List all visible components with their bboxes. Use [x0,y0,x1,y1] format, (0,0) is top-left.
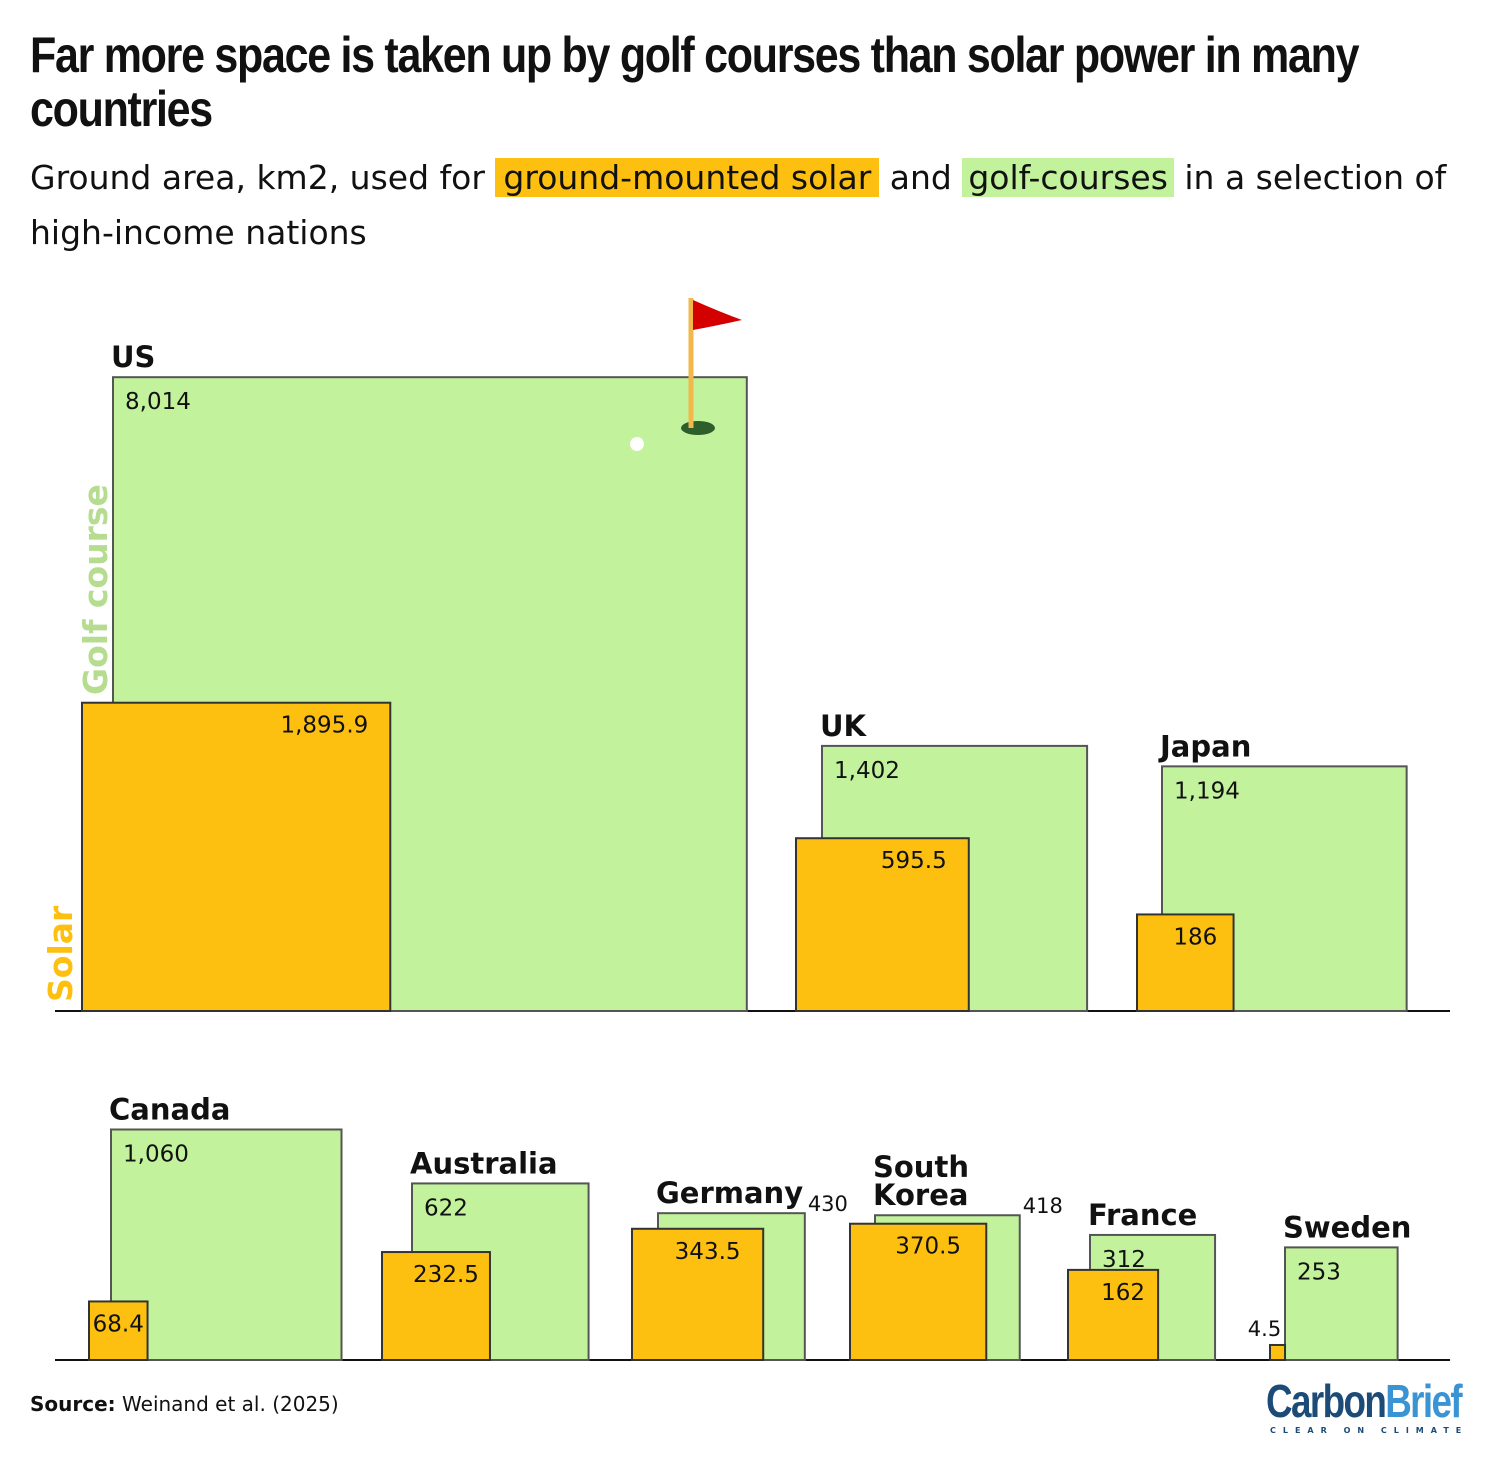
source-label: Source: [30,1392,116,1416]
golf-value-label: 253 [1297,1259,1341,1285]
logo-part2: Brief [1385,1375,1462,1427]
subtitle-text: Ground area, km2, used for [30,158,485,197]
country-label: UK [820,709,868,743]
golf-value-label: 8,014 [125,389,191,415]
chart-subtitle: Ground area, km2, used for ground-mounte… [30,150,1470,260]
solar-square [849,1222,988,1361]
country-label: Australia [410,1146,558,1180]
solar-value-label: 186 [1173,924,1217,950]
logo-part1: Carbon [1266,1375,1387,1427]
golf-value-label: 312 [1102,1247,1146,1273]
solar-value-label: 68.4 [93,1311,144,1337]
country-label: Sweden [1283,1210,1411,1244]
solar-square [795,837,970,1012]
solar-value-label: 4.5 [1248,1317,1281,1341]
carbonbrief-logo: CarbonBrief CLEAR ON CLIMATE [1266,1378,1486,1435]
subtitle-text: in a selection of high-income nations [30,158,1447,252]
solar-axis-label: Solar [41,905,80,1002]
golf-legend-highlight: golf-courses [962,158,1174,197]
subtitle-text: and [889,158,952,197]
country-label: Canada [109,1092,230,1126]
golf-value-label: 622 [424,1195,468,1221]
chart-title: Far more space is taken up by golf cours… [30,27,1359,137]
flag-icon [693,300,742,330]
golf-axis-label: Golf course [76,484,115,695]
solar-value-label: 370.5 [895,1234,961,1260]
solar-value-label: 232.5 [413,1262,479,1288]
source-note: Source: Weinand et al. (2025) [30,1392,339,1416]
solar-square [88,1300,149,1361]
solar-square [81,701,392,1012]
solar-square [1136,913,1235,1012]
golf-square [110,1128,343,1362]
golf-value-label: 430 [808,1192,848,1216]
golf-value-label: 1,402 [834,758,900,784]
solar-square [631,1227,765,1361]
country-label: South [873,1150,969,1184]
solar-square [1067,1268,1160,1362]
country-label: Korea [873,1178,968,1212]
source-text: Weinand et al. (2025) [122,1392,339,1416]
solar-value-label: 1,895.9 [280,713,368,739]
solar-legend-highlight: ground-mounted solar [495,158,880,197]
golf-value-label: 418 [1023,1194,1063,1218]
golf-value-label: 1,194 [1174,778,1240,804]
golf-square [1284,1246,1399,1362]
solar-square [381,1251,491,1362]
country-label: Japan [1158,729,1251,763]
golf-hole-icon [681,421,715,435]
golf-value-label: 1,060 [123,1141,189,1167]
logo-tagline: CLEAR ON CLIMATE [1270,1426,1469,1435]
country-label: Germany [656,1176,803,1210]
country-label: France [1088,1198,1197,1232]
solar-value-label: 343.5 [675,1239,741,1265]
solar-value-label: 162 [1101,1280,1145,1306]
solar-value-label: 595.5 [881,848,947,874]
golf-ball-icon [630,437,644,451]
solar-square [1269,1343,1287,1362]
country-label: US [111,340,155,374]
